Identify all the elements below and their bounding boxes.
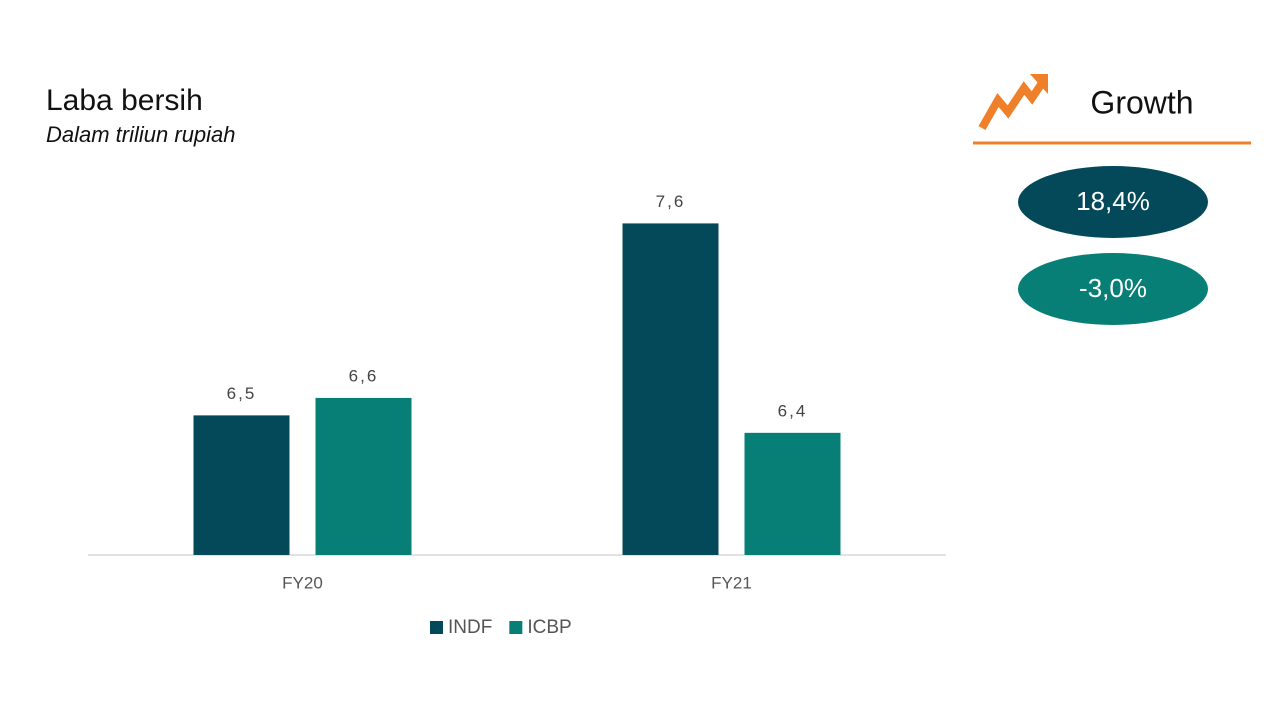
- growth-pill: [1018, 166, 1208, 238]
- legend-label: ICBP: [527, 617, 571, 638]
- data-label: 7,6: [656, 192, 686, 211]
- bar: [193, 415, 290, 555]
- legend-label: INDF: [448, 617, 492, 638]
- data-label: 6,6: [349, 366, 379, 385]
- x-tick-label: FY21: [711, 573, 752, 592]
- growth-value: -3,0%: [1079, 273, 1147, 303]
- bar: [744, 432, 841, 555]
- bar: [622, 223, 719, 555]
- chart-subtitle: Dalam triliun rupiah: [46, 122, 236, 147]
- growth-icon: [978, 74, 1048, 130]
- x-tick-label: FY20: [282, 573, 323, 592]
- legend-swatch: [430, 621, 443, 634]
- growth-title: Growth: [1090, 84, 1193, 120]
- growth-arrow-head: [1030, 74, 1048, 94]
- growth-value: 18,4%: [1076, 186, 1150, 216]
- growth-pill: [1018, 253, 1208, 325]
- data-label: 6,4: [778, 401, 808, 420]
- bar: [315, 397, 412, 555]
- chart-title: Laba bersih: [46, 84, 203, 117]
- data-label: 6,5: [227, 384, 257, 403]
- legend-swatch: [509, 621, 523, 634]
- growth-arrow-line: [978, 77, 1048, 130]
